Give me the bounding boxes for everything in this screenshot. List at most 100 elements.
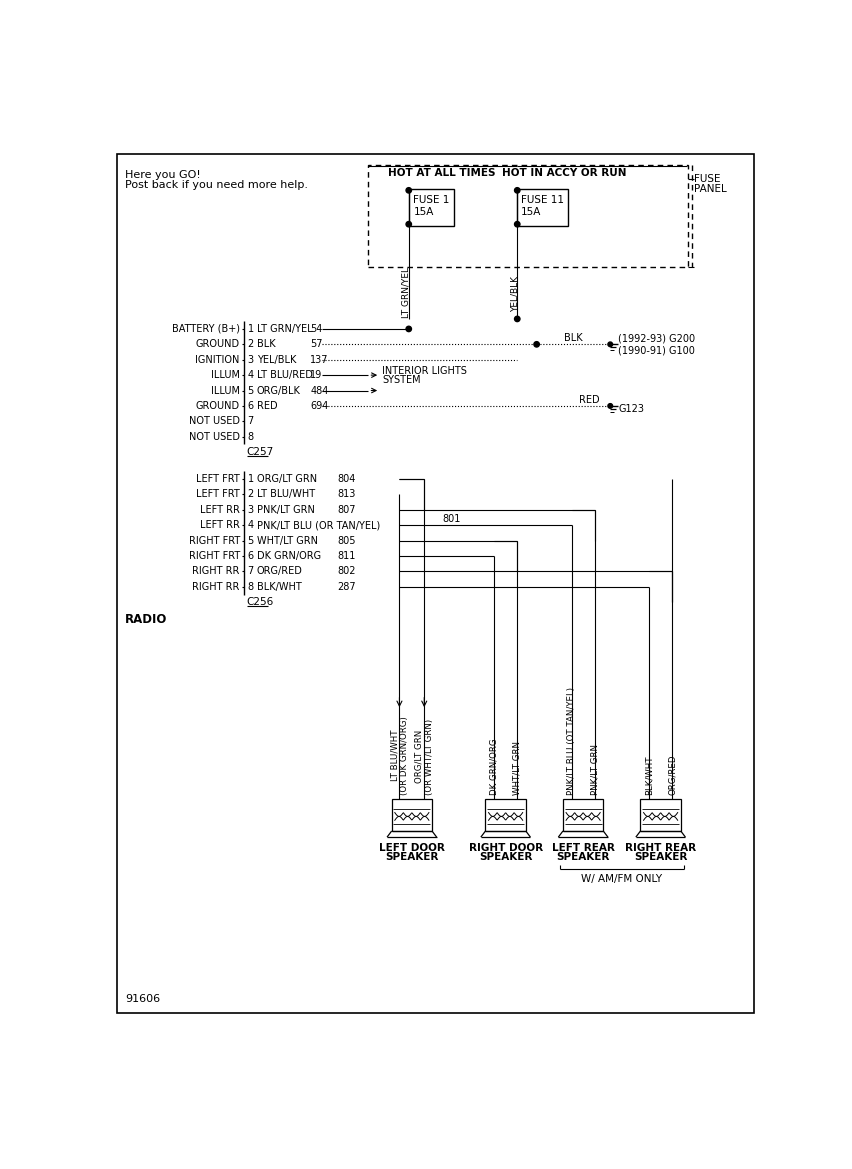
Text: BLK: BLK bbox=[564, 333, 583, 344]
Circle shape bbox=[534, 341, 539, 347]
Text: RED: RED bbox=[579, 395, 600, 404]
Text: RIGHT RR: RIGHT RR bbox=[193, 582, 239, 592]
Text: 19: 19 bbox=[310, 371, 323, 380]
Text: 287: 287 bbox=[337, 582, 356, 592]
Text: NOT USED: NOT USED bbox=[189, 431, 239, 442]
Text: 7: 7 bbox=[248, 567, 254, 576]
Text: HOT IN ACCY OR RUN: HOT IN ACCY OR RUN bbox=[502, 167, 626, 178]
Text: LEFT RR: LEFT RR bbox=[200, 520, 239, 531]
Text: ORG/LT GRN: ORG/LT GRN bbox=[256, 475, 317, 484]
Text: (1990-91) G100: (1990-91) G100 bbox=[618, 346, 695, 355]
Text: GROUND: GROUND bbox=[196, 401, 239, 411]
Text: 4: 4 bbox=[248, 371, 254, 380]
Text: 811: 811 bbox=[337, 551, 356, 561]
Text: RADIO: RADIO bbox=[125, 613, 168, 625]
Bar bbox=[409, 188, 454, 226]
Text: 3: 3 bbox=[248, 505, 254, 514]
Text: 54: 54 bbox=[310, 324, 323, 334]
Bar bbox=[392, 798, 432, 831]
Text: C257: C257 bbox=[247, 447, 274, 457]
Circle shape bbox=[515, 317, 520, 321]
Text: ORG/RED: ORG/RED bbox=[256, 567, 302, 576]
Text: FUSE: FUSE bbox=[694, 174, 721, 184]
Text: 1: 1 bbox=[248, 475, 254, 484]
Text: WHT/LT GRN: WHT/LT GRN bbox=[513, 741, 521, 795]
Text: 694: 694 bbox=[310, 401, 329, 411]
Circle shape bbox=[406, 326, 412, 332]
Text: SPEAKER: SPEAKER bbox=[479, 852, 532, 863]
Text: ORG/RED: ORG/RED bbox=[668, 754, 676, 795]
Text: 137: 137 bbox=[310, 354, 329, 365]
Circle shape bbox=[406, 221, 412, 227]
Text: 2: 2 bbox=[248, 339, 254, 350]
Text: SPEAKER: SPEAKER bbox=[556, 852, 610, 863]
Text: PNK/LT BLU (OT TAN/YEL): PNK/LT BLU (OT TAN/YEL) bbox=[567, 686, 576, 795]
Circle shape bbox=[515, 188, 520, 193]
Text: 804: 804 bbox=[337, 475, 356, 484]
Bar bbox=[368, 165, 688, 268]
Text: BATTERY (B+): BATTERY (B+) bbox=[172, 324, 239, 334]
Text: LEFT FRT: LEFT FRT bbox=[196, 490, 239, 499]
Text: 805: 805 bbox=[337, 535, 356, 546]
Text: 801: 801 bbox=[442, 514, 460, 524]
Text: 6: 6 bbox=[248, 551, 254, 561]
Text: C256: C256 bbox=[247, 597, 274, 607]
Text: Here you GO!: Here you GO! bbox=[125, 170, 201, 180]
Text: 5: 5 bbox=[248, 535, 254, 546]
Text: FUSE 1: FUSE 1 bbox=[413, 194, 450, 205]
Text: YEL/BLK: YEL/BLK bbox=[256, 354, 296, 365]
Text: PNK/LT GRN: PNK/LT GRN bbox=[256, 505, 314, 514]
Text: ORG/LT GRN
(OR WHT/LT GRN): ORG/LT GRN (OR WHT/LT GRN) bbox=[415, 719, 434, 795]
Text: ORG/BLK: ORG/BLK bbox=[256, 386, 301, 395]
Text: 813: 813 bbox=[337, 490, 356, 499]
Circle shape bbox=[608, 403, 613, 408]
Text: BLK/WHT: BLK/WHT bbox=[644, 755, 653, 795]
Text: RIGHT FRT: RIGHT FRT bbox=[188, 551, 239, 561]
Text: RED: RED bbox=[256, 401, 278, 411]
Text: ILLUM: ILLUM bbox=[210, 386, 239, 395]
Text: 8: 8 bbox=[248, 431, 254, 442]
Text: 57: 57 bbox=[310, 339, 323, 350]
Text: 4: 4 bbox=[248, 520, 254, 531]
Text: 3: 3 bbox=[248, 354, 254, 365]
Text: 91606: 91606 bbox=[125, 994, 160, 1004]
Text: SYSTEM: SYSTEM bbox=[383, 375, 421, 385]
Text: RIGHT REAR: RIGHT REAR bbox=[625, 843, 696, 853]
Text: (1992-93) G200: (1992-93) G200 bbox=[618, 333, 695, 344]
Text: YEL/BLK: YEL/BLK bbox=[510, 276, 520, 312]
Text: LT BLU/WHT
(OR DK GRN/ORG): LT BLU/WHT (OR DK GRN/ORG) bbox=[390, 717, 409, 795]
Text: 5: 5 bbox=[248, 386, 254, 395]
Text: PANEL: PANEL bbox=[694, 184, 727, 194]
Text: 6: 6 bbox=[248, 401, 254, 411]
Text: LT BLU/WHT: LT BLU/WHT bbox=[256, 490, 315, 499]
Text: 2: 2 bbox=[248, 490, 254, 499]
Text: 15A: 15A bbox=[521, 207, 542, 217]
Text: LEFT RR: LEFT RR bbox=[200, 505, 239, 514]
Text: 484: 484 bbox=[310, 386, 329, 395]
Text: G123: G123 bbox=[618, 404, 644, 414]
Text: FUSE 11: FUSE 11 bbox=[521, 194, 564, 205]
Text: NOT USED: NOT USED bbox=[189, 416, 239, 427]
Text: IGNITION: IGNITION bbox=[195, 354, 239, 365]
Text: BLK/WHT: BLK/WHT bbox=[256, 582, 302, 592]
Bar bbox=[517, 188, 567, 226]
Text: 1: 1 bbox=[248, 324, 254, 334]
Text: 8: 8 bbox=[248, 582, 254, 592]
Text: Post back if you need more help.: Post back if you need more help. bbox=[125, 180, 308, 189]
Circle shape bbox=[406, 188, 412, 193]
Text: RIGHT FRT: RIGHT FRT bbox=[188, 535, 239, 546]
Text: 807: 807 bbox=[337, 505, 356, 514]
Text: LT BLU/RED: LT BLU/RED bbox=[256, 371, 313, 380]
Bar bbox=[486, 798, 526, 831]
Text: DK GRN/ORG: DK GRN/ORG bbox=[256, 551, 321, 561]
Text: BLK: BLK bbox=[256, 339, 275, 350]
Text: LT GRN/YEL: LT GRN/YEL bbox=[256, 324, 313, 334]
Text: LEFT DOOR: LEFT DOOR bbox=[379, 843, 445, 853]
Text: WHT/LT GRN: WHT/LT GRN bbox=[256, 535, 318, 546]
Text: HOT AT ALL TIMES: HOT AT ALL TIMES bbox=[388, 167, 495, 178]
Text: ILLUM: ILLUM bbox=[210, 371, 239, 380]
Circle shape bbox=[515, 221, 520, 227]
Text: DK GRN/ORG: DK GRN/ORG bbox=[490, 738, 498, 795]
Text: SPEAKER: SPEAKER bbox=[385, 852, 439, 863]
Text: 802: 802 bbox=[337, 567, 356, 576]
